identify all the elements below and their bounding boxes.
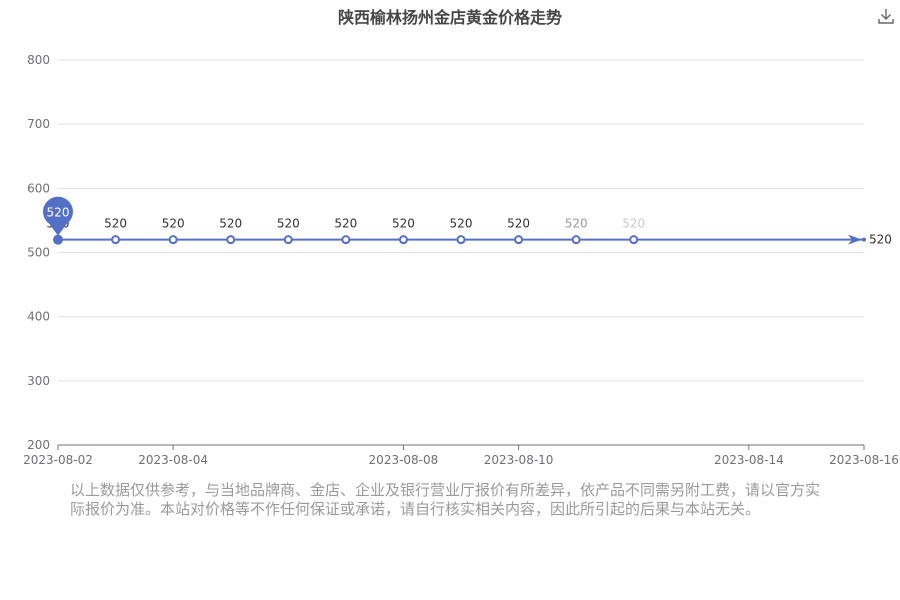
data-point: [571, 235, 581, 245]
data-label: 520: [104, 217, 127, 231]
data-label: 520: [622, 217, 645, 231]
data-point: [226, 235, 236, 245]
data-point: [53, 234, 63, 245]
data-point: [168, 235, 178, 245]
y-tick-label: 400: [27, 310, 50, 324]
y-tick-label: 300: [27, 374, 50, 388]
x-tick-label: 2023-08-02: [23, 453, 93, 467]
data-point: [629, 235, 639, 245]
data-point: [341, 235, 351, 245]
y-tick-label: 200: [27, 438, 50, 452]
data-point: [398, 235, 408, 245]
data-label: 520: [162, 217, 185, 231]
y-tick-label: 800: [27, 53, 50, 67]
end-value-label: 520: [869, 233, 892, 247]
data-label: 520: [450, 217, 473, 231]
data-label: 520: [277, 217, 300, 231]
disclaimer-text: 以上数据仅供参考，与当地品牌商、金店、企业及银行营业厅报价有所差异，依产品不同需…: [70, 481, 821, 518]
data-label: 520: [507, 217, 530, 231]
data-label: 520: [565, 217, 588, 231]
data-point: [283, 235, 293, 245]
download-icon[interactable]: [876, 6, 896, 26]
y-tick-label: 700: [27, 117, 50, 131]
data-label: 520: [219, 217, 242, 231]
data-label: 520: [334, 217, 357, 231]
data-point: [111, 235, 121, 245]
data-point: [514, 235, 524, 245]
series-end-point: [862, 237, 866, 242]
x-tick-label: 2023-08-04: [138, 453, 208, 467]
x-tick-label: 2023-08-10: [484, 453, 554, 467]
y-tick-label: 600: [27, 181, 50, 195]
series-end-arrow: [848, 234, 862, 245]
data-label: 520: [392, 217, 415, 231]
x-tick-label: 2023-08-14: [714, 453, 784, 467]
x-tick-label: 2023-08-08: [369, 453, 439, 467]
chart-title: 陕西榆林扬州金店黄金价格走势: [337, 8, 562, 27]
x-tick-label: 2023-08-16: [829, 453, 899, 467]
data-point: [456, 235, 466, 245]
y-tick-label: 500: [27, 246, 50, 260]
max-marker-pin: [43, 196, 73, 236]
max-marker-label: 520: [47, 206, 70, 220]
